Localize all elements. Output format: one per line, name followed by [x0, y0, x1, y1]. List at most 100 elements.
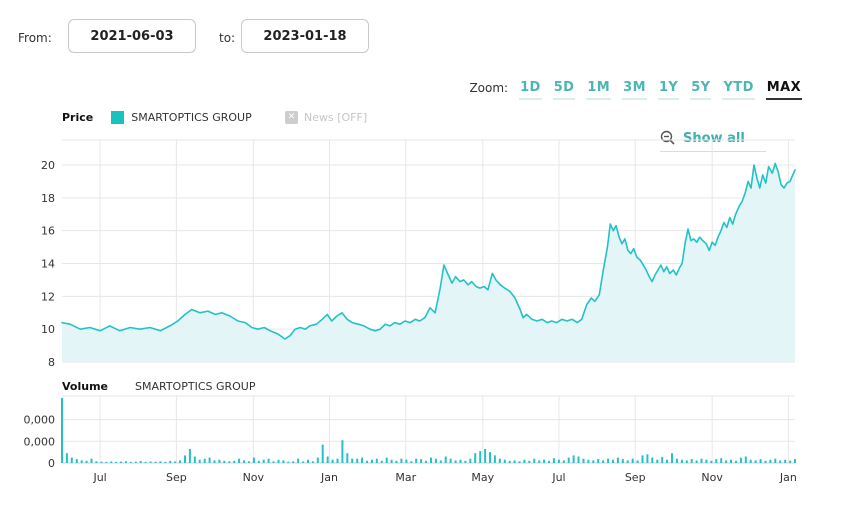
x-axis-month-label: Nov [701, 471, 723, 484]
price-plot-area[interactable] [62, 140, 795, 362]
volume-bar [612, 459, 614, 463]
x-axis-month-label: Jul [92, 471, 106, 484]
volume-bar [287, 461, 290, 463]
volume-bar [85, 460, 88, 463]
volume-bar [479, 451, 482, 463]
x-axis-month-label: Sep [166, 471, 187, 484]
volume-plot-area[interactable] [62, 396, 795, 463]
volume-bar [508, 460, 511, 463]
from-date-input[interactable] [68, 19, 196, 53]
volume-bar [626, 460, 629, 463]
volume-bar [464, 460, 467, 463]
volume-bar [203, 458, 206, 463]
price-area-fill [62, 163, 795, 362]
volume-axis-tick-label: 0 [48, 457, 55, 470]
zoom-option-3m[interactable]: 3M [622, 80, 647, 100]
volume-bar [651, 457, 654, 463]
volume-bar [282, 460, 285, 463]
volume-bar [149, 461, 152, 463]
zoom-option-1m[interactable]: 1M [586, 80, 612, 100]
volume-bar [159, 461, 162, 463]
price-line [61, 162, 796, 340]
news-off-x-icon: ✕ [285, 111, 298, 124]
volume-bar [311, 461, 314, 463]
volume-bar [444, 456, 447, 463]
volume-bar [469, 458, 472, 463]
volume-bar [548, 460, 550, 463]
volume-bar [400, 458, 403, 463]
volume-bar [95, 461, 98, 463]
zoom-option-5d[interactable]: 5D [552, 80, 576, 100]
volume-bar [179, 460, 182, 463]
volume-bar [602, 460, 605, 463]
volume-bar [302, 461, 305, 463]
volume-bar [538, 460, 541, 463]
volume-bar [567, 457, 570, 463]
volume-bar [164, 461, 167, 463]
volume-bar [449, 458, 452, 463]
volume-bar [233, 460, 236, 463]
price-axis-tick-label: 14 [41, 258, 55, 271]
to-label: to: [219, 31, 236, 45]
volume-bar [277, 459, 280, 463]
volume-bar [597, 459, 600, 463]
volume-bar [346, 453, 349, 463]
volume-bar [375, 458, 378, 463]
zoom-option-1y[interactable]: 1Y [657, 80, 680, 100]
volume-bar [380, 460, 383, 463]
volume-bar [410, 461, 413, 463]
volume-bar [366, 460, 368, 463]
volume-bar [562, 460, 565, 463]
volume-bar [710, 460, 713, 463]
volume-bar [572, 455, 575, 463]
volume-bar [385, 457, 388, 463]
volume-bar [415, 458, 418, 463]
volume-bar [425, 460, 427, 463]
volume-bar [513, 460, 516, 463]
volume-axis-tick-label: 0,000 [24, 414, 56, 427]
volume-bar [174, 461, 177, 463]
volume-bar [730, 459, 732, 463]
volume-bar [351, 458, 354, 463]
volume-bar [607, 458, 610, 463]
volume-bar [434, 458, 437, 463]
volume-bar [705, 459, 708, 463]
volume-bar [272, 461, 275, 463]
zoom-option-5y[interactable]: 5Y [690, 80, 712, 100]
volume-bar [70, 457, 73, 463]
volume-bar [498, 458, 501, 463]
volume-bar [671, 453, 673, 463]
volume-axis-tick-label: 0,000 [24, 435, 56, 448]
volume-bar [695, 460, 698, 463]
volume-bar [484, 448, 487, 463]
volume-bar [90, 458, 93, 463]
volume-bar [65, 453, 68, 463]
volume-bar [666, 459, 669, 463]
volume-bar [646, 454, 649, 463]
volume-bar [715, 459, 718, 463]
volume-bar [115, 461, 118, 463]
volume-bar [321, 444, 324, 463]
volume-bar [518, 461, 521, 463]
volume-bar [331, 459, 334, 463]
show-all-button[interactable]: Show all [660, 130, 766, 152]
volume-bar [454, 460, 457, 463]
volume-bar [243, 460, 245, 463]
volume-bar [749, 459, 752, 463]
volume-bar [341, 440, 344, 463]
volume-bar [577, 456, 580, 463]
to-date-input[interactable] [241, 19, 369, 53]
volume-bar [213, 460, 216, 463]
price-axis-tick-label: 20 [41, 159, 55, 172]
volume-bar [700, 458, 703, 463]
volume-bar [61, 397, 63, 463]
volume-bar [533, 458, 536, 463]
volume-bar [405, 459, 408, 463]
zoom-option-ytd[interactable]: YTD [722, 80, 755, 100]
zoom-option-1d[interactable]: 1D [519, 80, 542, 100]
volume-bar [316, 457, 319, 463]
zoom-label: Zoom: [469, 81, 509, 95]
news-toggle[interactable]: ✕ News [OFF] [285, 111, 367, 124]
zoom-option-max[interactable]: MAX [765, 80, 802, 100]
volume-bar [631, 458, 634, 463]
